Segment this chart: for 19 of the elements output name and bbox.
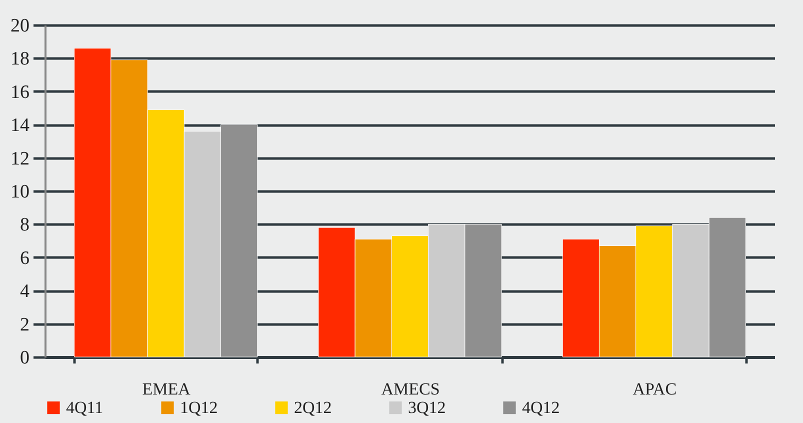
- x-tick-label: EMEA: [142, 380, 192, 398]
- y-tick-label: 10: [10, 182, 30, 202]
- y-tick-label: 0: [20, 348, 30, 368]
- y-tick-label: 8: [20, 214, 30, 236]
- y-tick-label: 14: [10, 115, 30, 136]
- legend-label: 2Q12: [294, 398, 332, 417]
- x-tick-label: APAC: [632, 380, 677, 398]
- legend-label: 4Q11: [66, 398, 104, 417]
- y-tick-label: 20: [10, 16, 30, 36]
- y-tick-label: 12: [10, 148, 30, 170]
- legend-label: 4Q12: [522, 398, 560, 417]
- legend-label: 3Q12: [408, 398, 446, 417]
- y-tick-label: 16: [10, 82, 30, 103]
- y-tick-label: 18: [10, 48, 30, 70]
- y-tick-label: 2: [20, 314, 30, 336]
- y-tick-label: 6: [20, 248, 30, 269]
- y-tick-label: 4: [20, 281, 30, 302]
- legend-label: 1Q12: [180, 398, 218, 417]
- x-tick-label: AMECS: [381, 380, 440, 398]
